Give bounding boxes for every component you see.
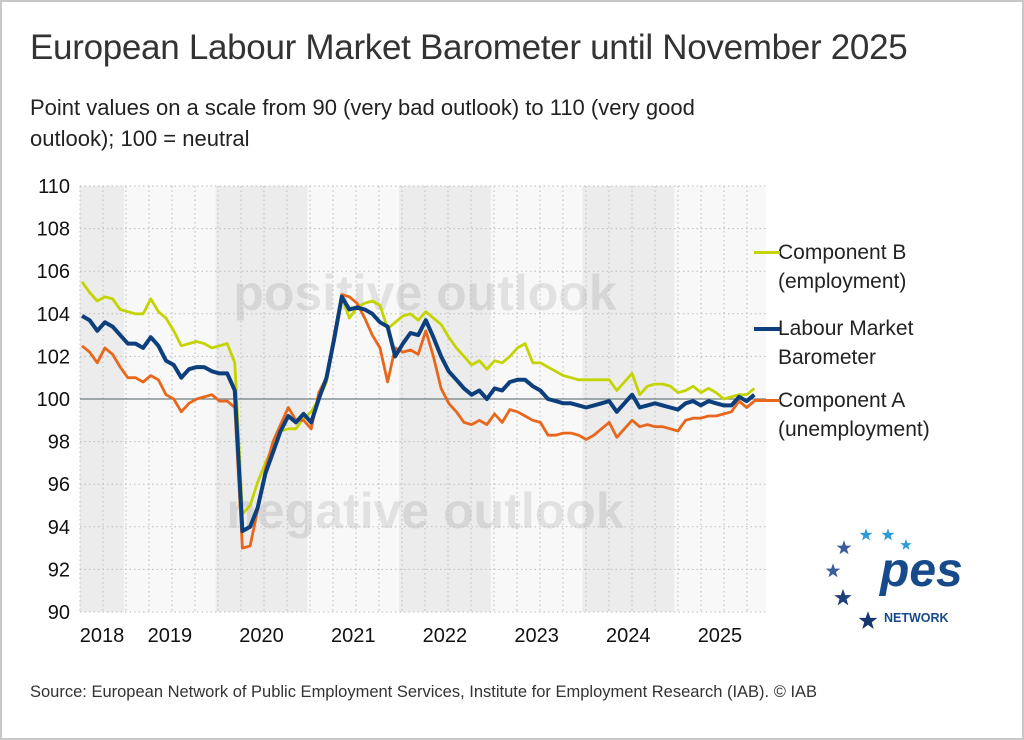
legend-swatch <box>754 399 780 402</box>
x-tick-label: 2025 <box>698 625 743 647</box>
logo-stars-icon: pes NETWORK <box>825 528 963 629</box>
y-tick-label: 110 <box>38 176 70 198</box>
x-tick-label: 2021 <box>331 625 376 647</box>
chart-subtitle: Point values on a scale from 90 (very ba… <box>30 95 695 151</box>
legend-label: (employment) <box>778 270 907 293</box>
x-tick-label: 2023 <box>514 625 559 647</box>
y-tick-label: 92 <box>48 559 70 581</box>
y-tick-label: 96 <box>48 474 70 496</box>
logo-wordmark: pes <box>878 544 963 597</box>
legend-item: Labour Market Barometer <box>754 314 914 372</box>
legend-swatch <box>754 251 780 254</box>
chart-title: European Labour Market Barometer until N… <box>30 28 908 67</box>
x-tick-label: 2022 <box>423 625 468 647</box>
legend-label: Component B <box>778 241 907 264</box>
y-tick-label: 98 <box>48 432 70 454</box>
x-tick-label: 2018 <box>80 625 125 647</box>
pes-network-logo: pes NETWORK <box>822 526 972 636</box>
legend-label: (unemployment) <box>778 418 930 441</box>
y-tick-label: 102 <box>37 346 70 368</box>
source-note: Source: European Network of Public Emplo… <box>30 683 818 701</box>
x-tick-label: 2024 <box>606 625 651 647</box>
x-tick-label: 2019 <box>148 625 193 647</box>
legend-label: Labour Market <box>778 317 914 340</box>
series-line-component-a-unemployment <box>81 293 756 550</box>
legend-label: Component A <box>778 389 906 412</box>
logo-subtext: NETWORK <box>884 611 949 625</box>
y-tick-label: 94 <box>48 517 70 539</box>
y-tick-label: 108 <box>37 219 70 241</box>
y-tick-label: 106 <box>37 261 70 283</box>
y-tick-label: 104 <box>37 304 70 326</box>
legend-item: Component A (unemployment) <box>754 386 930 444</box>
x-tick-label: 2020 <box>239 625 284 647</box>
series-line-labour-market-barometer <box>81 294 756 534</box>
y-tick-label: 90 <box>48 602 70 624</box>
legend-item: Component B (employment) <box>754 238 907 296</box>
series-line-component-b-employment <box>80 280 756 516</box>
legend-label: Barometer <box>778 346 877 369</box>
legend-swatch <box>754 327 780 331</box>
y-tick-label: 100 <box>37 389 70 411</box>
